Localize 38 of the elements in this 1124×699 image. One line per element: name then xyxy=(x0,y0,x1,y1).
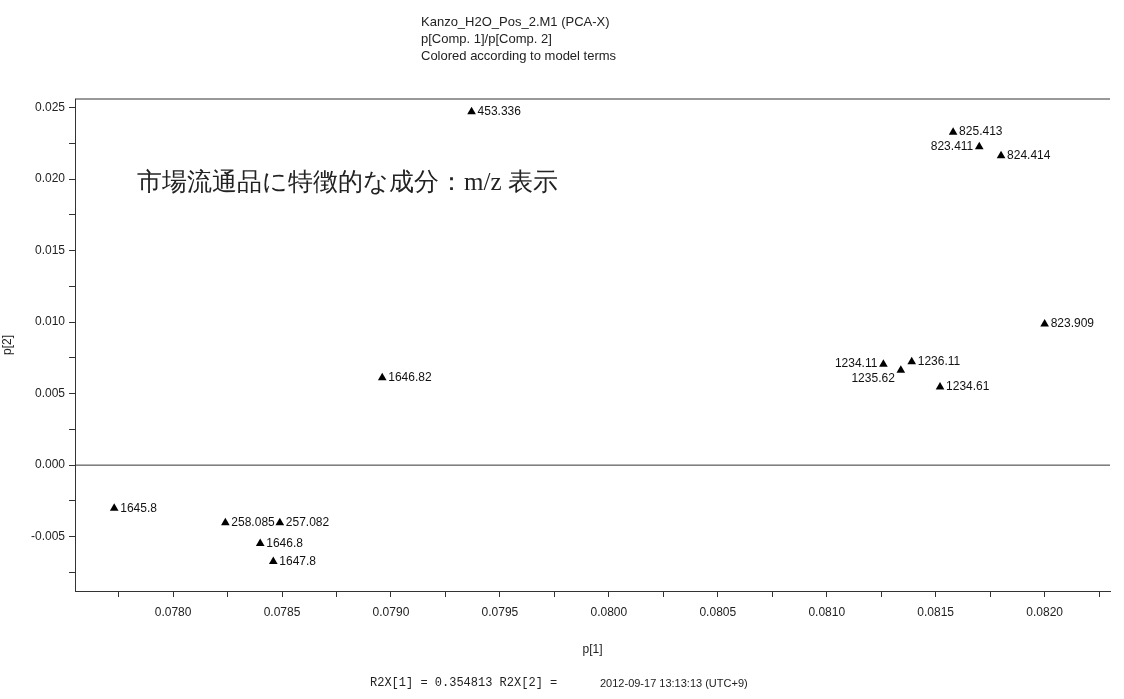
series-label: 1236.11 xyxy=(917,354,961,369)
series-label: 823.909 xyxy=(1050,316,1095,331)
y-tick-label: 0.010 xyxy=(34,314,66,329)
y-tick-label: 0.025 xyxy=(34,99,66,114)
series-label: 823.411 xyxy=(930,138,974,153)
y-tick-label: -0.005 xyxy=(30,528,66,543)
y-tick-label: 0.020 xyxy=(34,171,66,186)
y-tick-label: 0.000 xyxy=(34,457,66,472)
x-tick-label: 0.0795 xyxy=(481,604,519,619)
chart-title: Kanzo_H2O_Pos_2.M1 (PCA-X) xyxy=(421,13,610,30)
chart-subtitle: p[Comp. 1]/p[Comp. 2] Colored according to model terms xyxy=(421,30,617,64)
x-tick-label: 0.0815 xyxy=(917,604,955,619)
series-label: 1646.8 xyxy=(266,535,304,550)
x-tick-label: 0.0790 xyxy=(372,604,410,619)
series-label: 825.413 xyxy=(959,124,1003,139)
x-tick-label: 0.0800 xyxy=(590,604,628,619)
series-label: 1645.8 xyxy=(120,500,158,515)
x-tick-label: 0.0780 xyxy=(154,604,192,619)
series-label: 1646.82 xyxy=(388,370,432,385)
y-axis-title: p[2] xyxy=(0,334,14,356)
y-tick-label: 0.015 xyxy=(34,242,66,257)
series-label: 258.085 xyxy=(231,514,276,529)
annotation: 市場流通品に特徴的な成分：m/z 表示 xyxy=(137,167,558,197)
series-label: 257.082 xyxy=(285,514,330,529)
y-tick-label: 0.005 xyxy=(34,385,66,400)
series-label: 1235.62 xyxy=(851,371,896,386)
series-label: 453.336 xyxy=(477,104,522,119)
x-axis-title: p[1] xyxy=(582,642,603,657)
text: R2X[1] = 0.354813 R2X[2] = xyxy=(370,675,558,692)
series-label: 824.414 xyxy=(1007,147,1051,162)
x-tick-label: 0.0785 xyxy=(263,604,301,619)
series-label: 1647.8 xyxy=(279,553,317,568)
series-label: 1234.11 xyxy=(834,356,878,371)
series-label: 1234.61 xyxy=(946,379,990,394)
text: 2012-09-17 13:13:13 (UTC+9) xyxy=(600,676,748,691)
x-tick-label: 0.0805 xyxy=(699,604,737,619)
x-tick-label: 0.0820 xyxy=(1026,604,1064,619)
x-tick-label: 0.0810 xyxy=(808,604,846,619)
